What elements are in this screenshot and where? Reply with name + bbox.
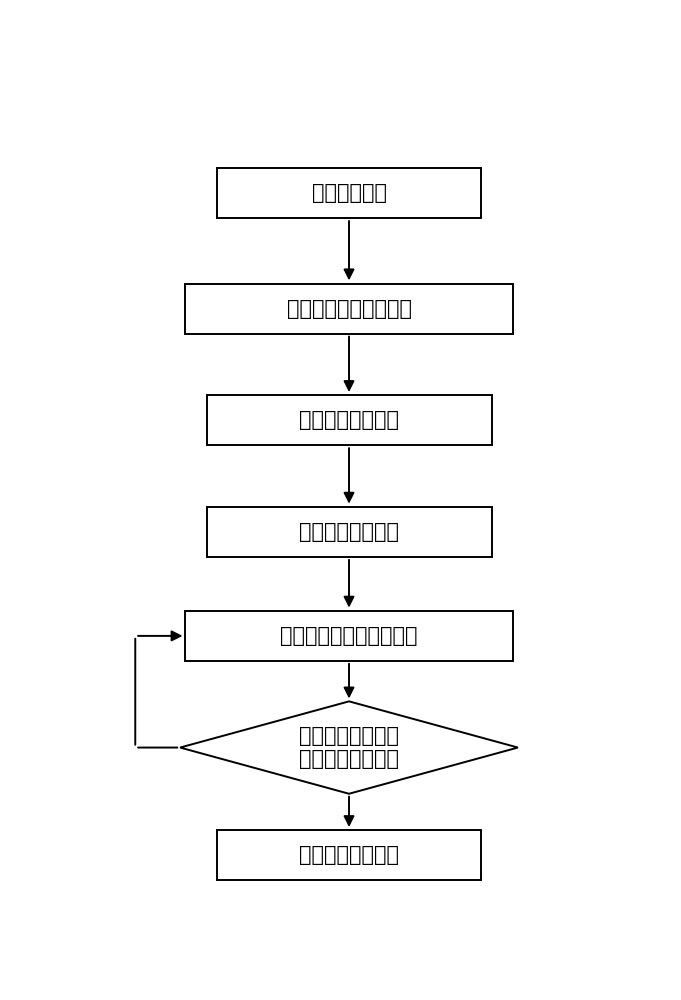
Text: 拱形钢筋结构施工: 拱形钢筋结构施工 — [299, 410, 399, 430]
Text: 后端节段模筑施工: 后端节段模筑施工 — [299, 522, 399, 542]
Bar — [206, 395, 492, 445]
Text: 隧道二衬整治完成: 隧道二衬整治完成 — [299, 845, 399, 865]
Bar — [185, 611, 513, 661]
Text: 下一个套衬节段模筑施工: 下一个套衬节段模筑施工 — [281, 626, 417, 646]
Polygon shape — [180, 701, 518, 794]
Bar — [185, 284, 513, 334]
Text: 是否完成所有套衬
节段模筑施工过程: 是否完成所有套衬 节段模筑施工过程 — [299, 726, 399, 769]
Bar — [217, 830, 481, 880]
Text: 型钢拱架安装: 型钢拱架安装 — [311, 183, 387, 203]
Bar — [206, 507, 492, 557]
Text: 隧道二衬内壁凿毛处理: 隧道二衬内壁凿毛处理 — [287, 299, 411, 319]
Bar — [217, 168, 481, 218]
